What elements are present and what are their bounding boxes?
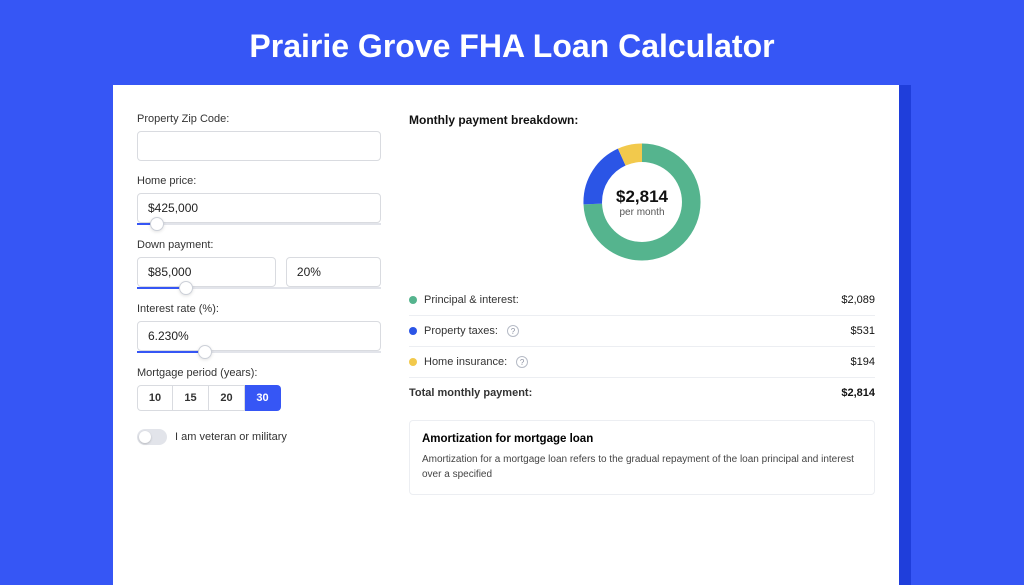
home-price-field: Home price: (137, 175, 381, 225)
breakdown-value-principal: $2,089 (841, 294, 875, 306)
breakdown-label-principal: Principal & interest: (424, 294, 519, 306)
period-btn-15[interactable]: 15 (173, 385, 209, 411)
veteran-toggle[interactable] (137, 429, 167, 445)
down-payment-label: Down payment: (137, 239, 381, 251)
zip-label: Property Zip Code: (137, 113, 381, 125)
mortgage-period-field: Mortgage period (years): 10 15 20 30 (137, 367, 381, 411)
breakdown-row-taxes: Property taxes: ? $531 (409, 315, 875, 346)
period-btn-30[interactable]: 30 (245, 385, 281, 411)
interest-rate-label: Interest rate (%): (137, 303, 381, 315)
donut-chart: $2,814 per month (577, 137, 707, 267)
period-btn-10[interactable]: 10 (137, 385, 173, 411)
card-shadow: Property Zip Code: Home price: Down paym… (113, 85, 911, 585)
info-icon[interactable]: ? (507, 325, 519, 337)
down-payment-slider-thumb[interactable] (179, 281, 193, 295)
interest-rate-slider-thumb[interactable] (198, 345, 212, 359)
mortgage-period-buttons: 10 15 20 30 (137, 385, 381, 411)
donut-container: $2,814 per month (409, 137, 875, 267)
breakdown-label-insurance: Home insurance: (424, 356, 507, 368)
page-title: Prairie Grove FHA Loan Calculator (0, 0, 1024, 85)
home-price-slider[interactable] (137, 223, 381, 225)
info-icon[interactable]: ? (516, 356, 528, 368)
breakdown-value-insurance: $194 (851, 356, 875, 368)
amortization-card: Amortization for mortgage loan Amortizat… (409, 420, 875, 495)
home-price-input[interactable] (137, 193, 381, 223)
interest-rate-field: Interest rate (%): (137, 303, 381, 353)
form-panel: Property Zip Code: Home price: Down paym… (137, 113, 381, 557)
zip-input[interactable] (137, 131, 381, 161)
breakdown-label-taxes: Property taxes: (424, 325, 498, 337)
amortization-text: Amortization for a mortgage loan refers … (422, 453, 862, 482)
results-panel: Monthly payment breakdown: $2,814 per mo… (409, 113, 875, 557)
breakdown-value-taxes: $531 (851, 325, 875, 337)
zip-field: Property Zip Code: (137, 113, 381, 161)
donut-center: $2,814 per month (577, 137, 707, 267)
breakdown-row-principal: Principal & interest: $2,089 (409, 285, 875, 315)
calculator-card: Property Zip Code: Home price: Down paym… (113, 85, 899, 585)
veteran-label: I am veteran or military (175, 431, 287, 443)
interest-rate-input[interactable] (137, 321, 381, 351)
mortgage-period-label: Mortgage period (years): (137, 367, 381, 379)
breakdown-value-total: $2,814 (841, 387, 875, 399)
amortization-title: Amortization for mortgage loan (422, 433, 862, 445)
period-btn-20[interactable]: 20 (209, 385, 245, 411)
donut-sub: per month (619, 207, 664, 218)
breakdown-title: Monthly payment breakdown: (409, 113, 875, 127)
breakdown-row-insurance: Home insurance: ? $194 (409, 346, 875, 377)
donut-amount: $2,814 (616, 187, 668, 207)
dot-insurance-icon (409, 358, 417, 366)
breakdown-row-total: Total monthly payment: $2,814 (409, 377, 875, 408)
veteran-row: I am veteran or military (137, 429, 381, 445)
breakdown-label-total: Total monthly payment: (409, 387, 532, 399)
dot-principal-icon (409, 296, 417, 304)
interest-rate-slider[interactable] (137, 351, 381, 353)
down-payment-percent-input[interactable] (286, 257, 381, 287)
veteran-toggle-knob (139, 431, 151, 443)
down-payment-field: Down payment: (137, 239, 381, 289)
breakdown-list: Principal & interest: $2,089 Property ta… (409, 285, 875, 408)
home-price-slider-thumb[interactable] (150, 217, 164, 231)
down-payment-amount-input[interactable] (137, 257, 276, 287)
dot-taxes-icon (409, 327, 417, 335)
home-price-label: Home price: (137, 175, 381, 187)
down-payment-slider[interactable] (137, 287, 381, 289)
